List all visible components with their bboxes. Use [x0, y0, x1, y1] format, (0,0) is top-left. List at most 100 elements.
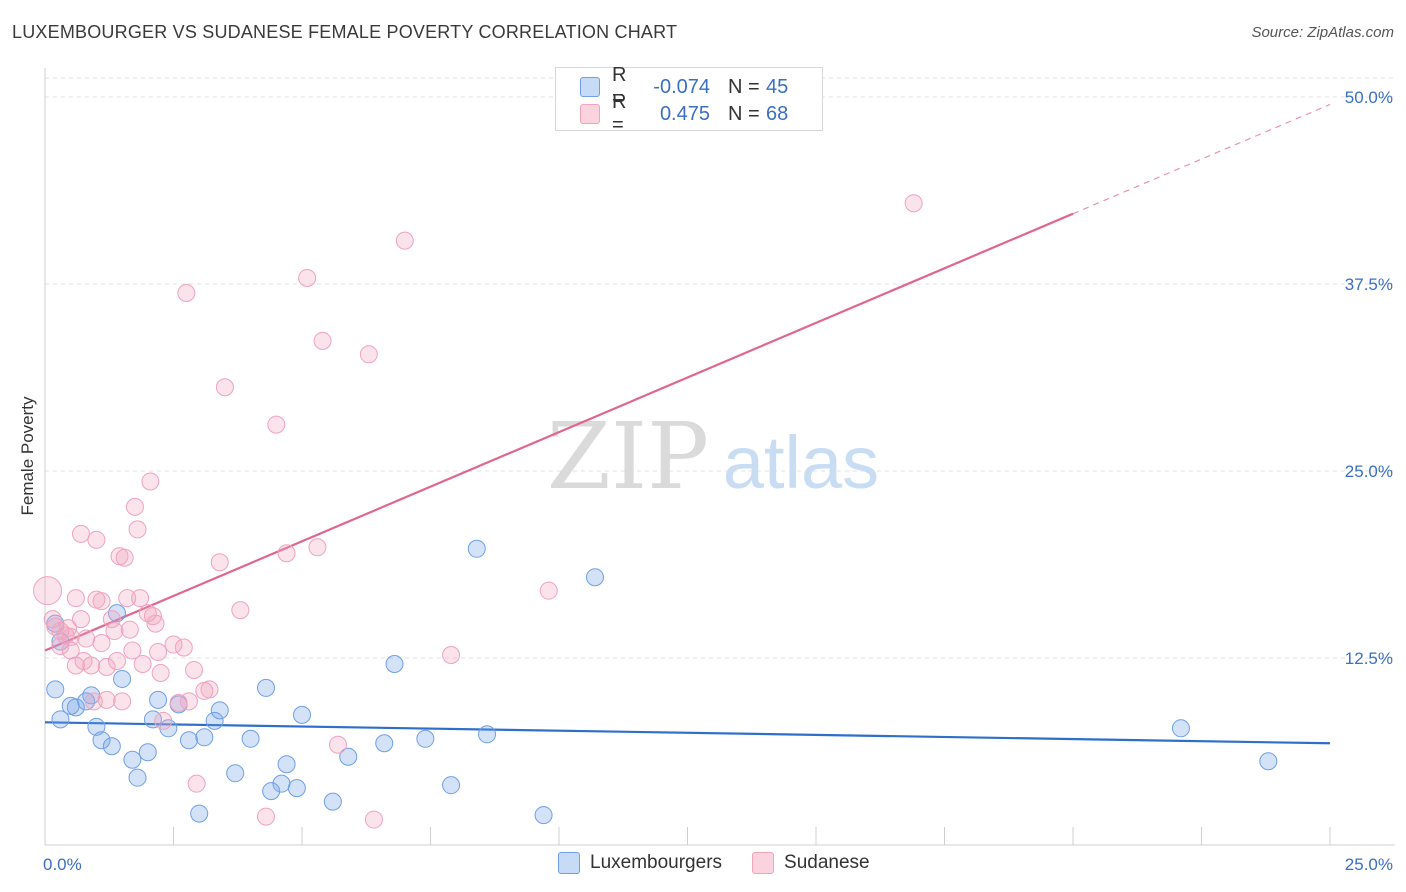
y-tick-label: 12.5% — [1345, 649, 1393, 668]
sudanese-point — [174, 638, 193, 657]
sudanese-point — [97, 690, 116, 709]
luxembourger-point — [293, 705, 311, 724]
sudanese-point — [71, 610, 90, 629]
luxembourger-point — [467, 539, 486, 558]
sudanese-point — [151, 663, 170, 682]
y-tick-label: 50.0% — [1345, 88, 1393, 107]
sudanese-point — [107, 651, 126, 670]
y-tick-label: 25.0% — [1345, 462, 1393, 481]
sudanese-point — [187, 774, 206, 793]
luxembourger-point — [205, 711, 224, 730]
n-value: 68 — [766, 102, 789, 125]
sudanese-point — [33, 576, 63, 606]
sudanese-point — [84, 692, 103, 711]
r-label: R = — [612, 91, 627, 136]
r-value: 0.475 — [659, 102, 710, 125]
sudanese-point — [61, 628, 80, 647]
sudanese-point — [102, 610, 121, 629]
sudanese-point — [128, 520, 147, 539]
sudanese-point — [215, 378, 234, 397]
sudanese-point — [113, 692, 132, 711]
sudanese-point — [131, 589, 150, 608]
luxembourger-point — [179, 731, 198, 750]
sudanese-point — [395, 231, 414, 250]
luxembourger-point — [102, 737, 121, 756]
luxembourger-point — [277, 755, 296, 774]
blue-swatch — [558, 852, 580, 874]
sudanese-point — [164, 635, 183, 654]
source-credit: Source: ZipAtlas.com — [1251, 24, 1394, 41]
luxembourger-point — [339, 747, 358, 766]
sudanese-point — [115, 548, 134, 567]
sudanese-point — [66, 589, 85, 608]
n-value: 45 — [766, 75, 789, 98]
legend-label: Sudanese — [784, 852, 870, 873]
luxembourger-point — [585, 568, 604, 587]
luxembourger-point — [226, 764, 245, 783]
sudanese-point — [71, 524, 90, 543]
stats-row-luxembourgers: R = -0.074 N = 45 — [580, 64, 789, 109]
sudanese-point — [92, 634, 111, 653]
watermark-zip: ZIP — [547, 403, 709, 510]
sudanese-point — [118, 589, 137, 608]
luxembourger-point — [87, 717, 106, 736]
n-label: N = — [728, 75, 760, 98]
sudanese-trend-line — [44, 212, 1074, 652]
sudanese-trend-extension — [1072, 103, 1331, 215]
legend-item-sudanese[interactable]: Sudanese — [752, 852, 870, 874]
stats-row-sudanese: R = 0.475 N = 68 — [580, 91, 789, 136]
sudanese-point — [92, 592, 111, 611]
legend-label: Luxembourgers — [590, 852, 723, 873]
luxembourger-point — [138, 743, 157, 762]
sudanese-point — [177, 283, 196, 302]
sudanese-point — [328, 735, 347, 754]
luxembourger-point — [77, 692, 96, 711]
y-tick-label: 37.5% — [1345, 275, 1393, 294]
luxembourger-point — [323, 792, 342, 811]
luxembourger-point — [113, 669, 132, 688]
sudanese-point — [123, 641, 142, 660]
luxembourger-point — [534, 806, 553, 825]
sudanese-point — [154, 711, 173, 730]
axes — [44, 68, 1395, 846]
gridlines — [45, 77, 1395, 659]
x-tick-label: 25.0% — [1345, 855, 1393, 874]
sudanese-point — [77, 629, 96, 648]
luxembourger-point — [1171, 719, 1190, 738]
r-label: R = — [612, 64, 627, 109]
sudanese-point — [133, 654, 152, 673]
sudanese-point — [179, 692, 198, 711]
luxembourger-point — [149, 690, 168, 709]
sudanese-point — [539, 581, 558, 600]
legend-item-luxembourgers[interactable]: Luxembourgers — [558, 852, 722, 874]
luxembourger-point — [190, 804, 209, 823]
luxembourger-point — [210, 701, 229, 720]
luxembourger-point — [51, 710, 70, 729]
sudanese-point — [442, 646, 461, 665]
sudanese-point — [364, 810, 383, 829]
sudanese-point — [231, 601, 250, 620]
tick-labels: 12.5% 25.0% 37.5% 50.0% 0.0% 25.0% — [43, 88, 1393, 874]
luxembourger-trend-line — [44, 721, 1331, 745]
luxembourger-point — [46, 680, 65, 699]
luxembourger-point — [442, 776, 461, 795]
sudanese-point — [185, 660, 204, 679]
n-label: N = — [728, 102, 760, 125]
sudanese-point — [138, 604, 157, 623]
sudanese-point — [82, 656, 101, 675]
pink-swatch — [580, 104, 600, 124]
sudanese-point — [51, 637, 70, 656]
sudanese-point — [308, 538, 327, 557]
watermark: ZIP atlas — [547, 403, 879, 510]
sudanese-point — [143, 607, 162, 626]
sudanese-point — [313, 331, 332, 350]
sudanese-point — [120, 620, 139, 639]
data-points — [33, 194, 1278, 829]
sudanese-point — [97, 657, 116, 676]
luxembourger-point — [123, 750, 142, 769]
blue-swatch — [580, 77, 600, 97]
luxembourger-point — [128, 768, 147, 787]
luxembourger-point — [375, 734, 394, 753]
luxembourger-point — [262, 782, 281, 801]
